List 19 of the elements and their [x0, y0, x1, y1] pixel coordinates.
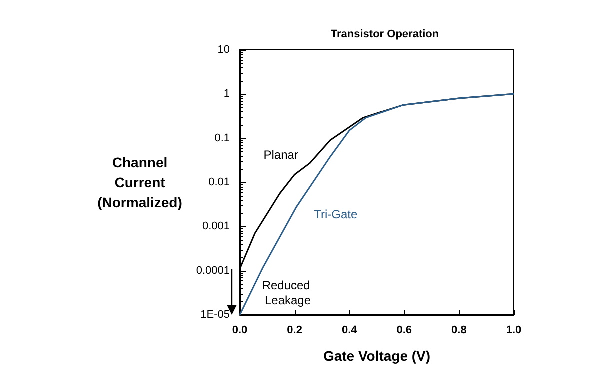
x-tick-label: 0.4	[342, 324, 358, 336]
y-tick-label: 0.0001	[196, 264, 230, 277]
annotation: Reduced Leakage	[262, 278, 314, 308]
x-tick-label: 0.8	[452, 324, 467, 336]
series-label: Planar	[264, 148, 298, 162]
y-tick-label: 0.1	[214, 132, 230, 144]
y-tick-label: 0.01	[208, 176, 230, 188]
x-tick-label: 0.2	[287, 324, 302, 336]
chart-title: Transistor Operation	[330, 28, 440, 40]
x-tick-label: 0.0	[232, 324, 248, 336]
series-label: Tri-Gate	[314, 207, 358, 222]
x-tick-label: 1.0	[506, 324, 522, 336]
y-axis-title: Channel Current (Normalized)	[98, 154, 182, 210]
x-tick-label: 0.6	[396, 324, 412, 336]
y-tick-label: 0.001	[202, 220, 230, 233]
y-tick-label: 10	[218, 44, 230, 56]
y-tick-label: 1E-05	[200, 309, 230, 321]
x-axis-title: Gate Voltage (V)	[323, 348, 431, 364]
y-tick-label: 1	[224, 88, 230, 100]
